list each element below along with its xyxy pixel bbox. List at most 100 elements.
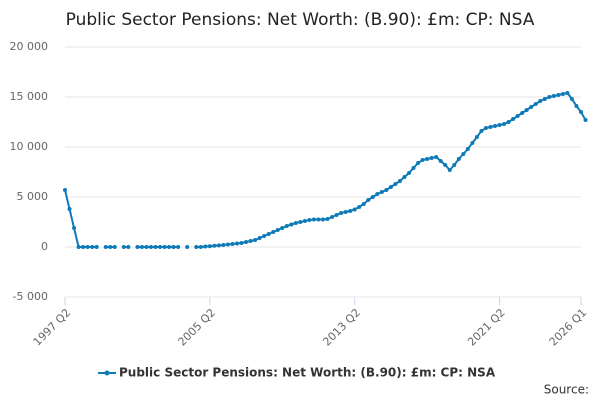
data-point xyxy=(583,118,588,122)
data-point xyxy=(429,156,434,160)
data-point xyxy=(533,102,538,106)
data-point xyxy=(139,245,144,249)
legend-label: Public Sector Pensions: Net Worth: (B.90… xyxy=(119,366,496,380)
data-point xyxy=(126,245,131,249)
data-point xyxy=(402,175,407,179)
data-point xyxy=(293,221,298,225)
data-point xyxy=(366,198,371,202)
data-point xyxy=(230,242,235,246)
data-point xyxy=(456,157,461,161)
data-point xyxy=(198,245,203,249)
data-point xyxy=(511,117,516,121)
data-point xyxy=(493,124,497,128)
data-point xyxy=(167,245,172,249)
data-point xyxy=(334,213,339,217)
x-tick-label: 2021 Q2 xyxy=(465,306,508,349)
data-point xyxy=(361,202,366,206)
data-point xyxy=(321,217,325,222)
data-point xyxy=(135,245,140,249)
data-point xyxy=(221,243,226,247)
data-point xyxy=(212,243,217,248)
data-point xyxy=(311,217,316,222)
data-point xyxy=(225,242,230,247)
data-point xyxy=(542,97,547,101)
data-point xyxy=(379,190,384,194)
data-point xyxy=(85,245,90,249)
y-tick-label: 20 000 xyxy=(10,40,49,53)
data-point xyxy=(108,245,113,249)
y-tick-label: 15 000 xyxy=(10,90,49,103)
data-point xyxy=(275,228,280,232)
data-point xyxy=(112,245,117,249)
data-point xyxy=(144,245,149,249)
data-point xyxy=(443,163,448,167)
data-point xyxy=(339,211,344,215)
data-point xyxy=(158,245,163,249)
data-point xyxy=(470,141,475,145)
data-point xyxy=(121,245,126,249)
data-point xyxy=(416,161,421,165)
data-point xyxy=(257,236,262,240)
data-point xyxy=(162,245,167,249)
data-point xyxy=(352,207,357,212)
y-tick-label: 10 000 xyxy=(10,140,49,153)
legend-marker xyxy=(104,370,110,376)
x-tick-label: 2026 Q1 xyxy=(547,306,590,349)
data-point xyxy=(271,230,276,234)
data-point xyxy=(316,217,321,222)
data-point xyxy=(302,219,307,223)
data-point xyxy=(529,105,534,109)
data-point xyxy=(425,157,430,161)
data-point xyxy=(94,245,99,249)
data-point xyxy=(67,207,72,211)
data-point xyxy=(397,179,402,183)
data-point xyxy=(216,243,221,248)
data-point xyxy=(176,245,181,249)
y-tick-label: 5 000 xyxy=(17,190,49,203)
data-point xyxy=(474,135,479,139)
data-point xyxy=(388,185,393,189)
data-point xyxy=(384,188,389,192)
data-point xyxy=(375,192,380,196)
data-point xyxy=(348,209,353,213)
data-point xyxy=(538,99,543,103)
chart-title: Public Sector Pensions: Net Worth: (B.90… xyxy=(66,10,535,30)
data-point xyxy=(239,241,244,245)
data-point xyxy=(452,163,457,167)
data-point xyxy=(461,152,466,156)
data-point xyxy=(280,226,285,230)
data-point xyxy=(560,92,565,96)
data-point xyxy=(411,166,416,170)
data-point xyxy=(357,205,362,209)
data-point xyxy=(149,245,153,249)
data-point xyxy=(434,155,439,159)
data-point xyxy=(244,240,249,244)
data-point xyxy=(171,245,176,249)
data-point xyxy=(502,122,507,126)
data-point xyxy=(235,241,239,246)
data-point xyxy=(579,110,583,114)
x-tick-label: 2005 Q2 xyxy=(176,306,219,349)
data-point xyxy=(298,220,303,224)
data-point xyxy=(248,239,253,243)
data-point xyxy=(488,125,493,129)
data-point xyxy=(325,217,330,221)
data-point xyxy=(266,232,271,236)
data-point xyxy=(465,147,470,151)
data-point xyxy=(483,126,488,130)
data-point xyxy=(343,210,348,214)
data-point xyxy=(194,245,199,249)
data-point xyxy=(76,245,81,249)
data-point xyxy=(185,245,190,249)
data-point xyxy=(556,93,561,97)
data-point xyxy=(207,244,212,249)
y-tick-label: 0 xyxy=(41,240,48,253)
series-line xyxy=(64,91,587,248)
data-point xyxy=(393,182,398,186)
data-point xyxy=(569,97,574,101)
data-point xyxy=(438,159,443,163)
data-point xyxy=(506,120,511,124)
data-point xyxy=(81,245,86,249)
x-tick-label: 1997 Q2 xyxy=(31,306,74,349)
